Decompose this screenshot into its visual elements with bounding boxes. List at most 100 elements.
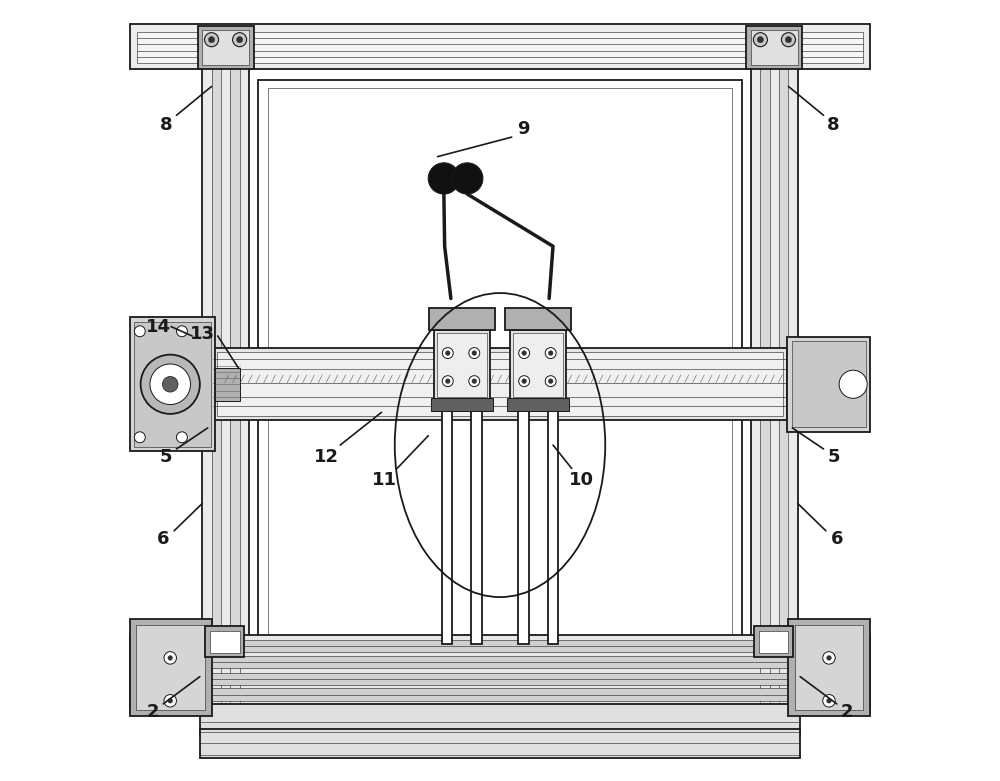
- Circle shape: [823, 694, 835, 707]
- Circle shape: [827, 655, 831, 660]
- Bar: [200, 729, 800, 758]
- Bar: [429, 308, 495, 330]
- Circle shape: [548, 351, 553, 355]
- Bar: [130, 24, 870, 70]
- Circle shape: [205, 33, 219, 47]
- Circle shape: [445, 379, 450, 383]
- Circle shape: [469, 348, 480, 358]
- Bar: [505, 308, 571, 330]
- Bar: [513, 333, 563, 397]
- Text: 5: 5: [827, 448, 840, 465]
- Circle shape: [176, 326, 187, 337]
- Circle shape: [233, 33, 247, 47]
- Circle shape: [150, 364, 190, 405]
- Bar: [130, 317, 215, 451]
- Bar: [795, 625, 863, 710]
- Circle shape: [141, 355, 200, 414]
- Circle shape: [781, 33, 795, 47]
- Text: 11: 11: [372, 471, 397, 489]
- Circle shape: [164, 694, 176, 707]
- Circle shape: [445, 351, 450, 355]
- Bar: [548, 411, 558, 644]
- Bar: [746, 26, 802, 69]
- Circle shape: [757, 37, 764, 43]
- Text: 5: 5: [160, 448, 173, 465]
- Text: 8: 8: [827, 116, 840, 134]
- Bar: [434, 330, 490, 400]
- Text: 9: 9: [517, 119, 530, 137]
- Circle shape: [176, 432, 187, 443]
- Circle shape: [472, 379, 477, 383]
- Circle shape: [452, 163, 483, 194]
- Bar: [130, 619, 212, 716]
- Bar: [202, 63, 249, 702]
- Bar: [787, 337, 870, 432]
- Circle shape: [823, 651, 835, 664]
- Circle shape: [545, 348, 556, 358]
- Circle shape: [545, 376, 556, 387]
- Circle shape: [519, 348, 530, 358]
- Text: 6: 6: [831, 530, 843, 547]
- Circle shape: [168, 698, 173, 703]
- Circle shape: [519, 376, 530, 387]
- Text: 12: 12: [314, 448, 339, 465]
- Bar: [751, 63, 798, 702]
- Circle shape: [785, 37, 792, 43]
- Circle shape: [472, 351, 477, 355]
- Circle shape: [469, 376, 480, 387]
- Circle shape: [134, 326, 145, 337]
- Text: 13: 13: [190, 326, 215, 344]
- Circle shape: [208, 37, 215, 43]
- Bar: [212, 63, 221, 702]
- Circle shape: [428, 163, 459, 194]
- Bar: [759, 631, 788, 653]
- Bar: [134, 322, 211, 447]
- Bar: [437, 333, 487, 397]
- Bar: [431, 398, 493, 411]
- Circle shape: [522, 379, 527, 383]
- Bar: [202, 30, 249, 65]
- Text: 8: 8: [160, 116, 173, 134]
- Bar: [141, 655, 859, 668]
- Text: 10: 10: [569, 471, 594, 489]
- Circle shape: [548, 379, 553, 383]
- Bar: [510, 330, 566, 400]
- Circle shape: [164, 651, 176, 664]
- Bar: [230, 63, 240, 702]
- Bar: [471, 411, 482, 644]
- Circle shape: [168, 655, 173, 660]
- Circle shape: [442, 348, 453, 358]
- Text: 14: 14: [146, 318, 171, 336]
- Bar: [210, 631, 240, 653]
- Circle shape: [753, 33, 767, 47]
- Bar: [788, 619, 870, 716]
- Bar: [137, 32, 863, 63]
- Bar: [792, 341, 866, 427]
- Bar: [215, 368, 240, 401]
- Bar: [442, 411, 452, 644]
- Bar: [205, 626, 244, 657]
- Circle shape: [839, 370, 867, 398]
- Bar: [754, 626, 793, 657]
- Bar: [779, 63, 788, 702]
- Bar: [217, 352, 783, 416]
- Bar: [258, 80, 742, 644]
- Bar: [141, 672, 859, 685]
- Circle shape: [827, 698, 831, 703]
- Circle shape: [162, 376, 178, 392]
- Circle shape: [442, 376, 453, 387]
- Bar: [130, 634, 870, 708]
- Bar: [141, 688, 859, 701]
- Bar: [268, 88, 732, 636]
- Bar: [213, 348, 787, 420]
- Circle shape: [236, 37, 243, 43]
- Bar: [136, 625, 205, 710]
- Bar: [518, 411, 529, 644]
- Bar: [198, 26, 254, 69]
- Circle shape: [134, 432, 145, 443]
- Text: 6: 6: [157, 530, 169, 547]
- Text: 2: 2: [147, 703, 159, 721]
- Bar: [751, 30, 798, 65]
- Bar: [507, 398, 569, 411]
- Bar: [141, 640, 859, 652]
